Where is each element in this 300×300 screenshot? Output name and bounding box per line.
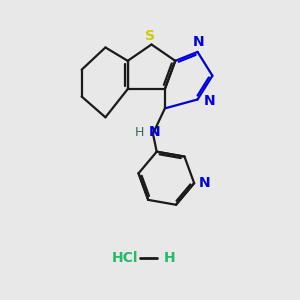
Text: N: N [199, 176, 210, 190]
Text: H: H [135, 126, 144, 139]
Text: N: N [148, 125, 160, 139]
Text: S: S [145, 29, 155, 43]
Text: H: H [164, 251, 175, 266]
Text: N: N [203, 94, 215, 108]
Text: HCl: HCl [112, 251, 138, 266]
Text: N: N [193, 35, 205, 49]
